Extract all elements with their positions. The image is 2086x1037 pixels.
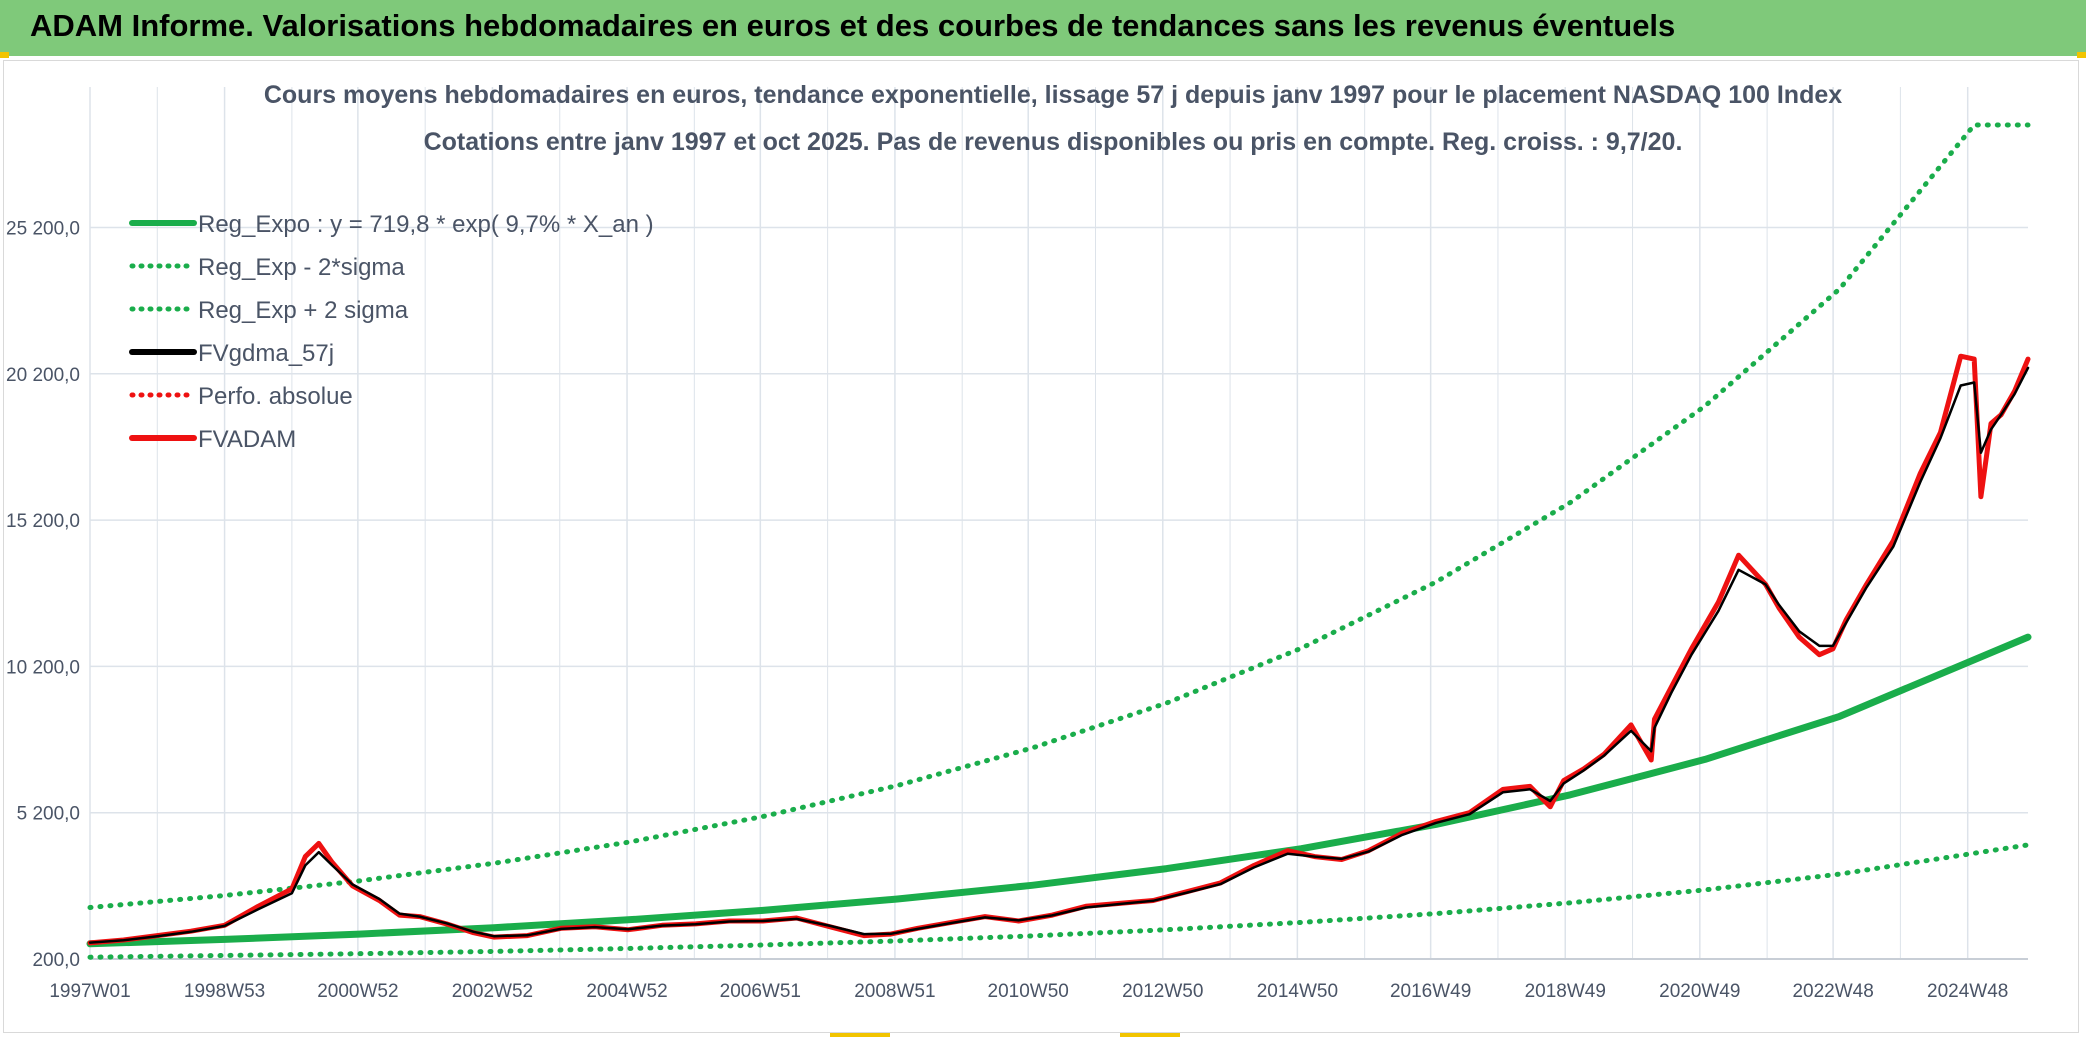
legend-label: Perfo. absolue (198, 383, 353, 410)
x-tick-label: 2020W49 (1659, 981, 1740, 1002)
x-tick-label: 2000W52 (317, 981, 398, 1002)
series-reg-exp-plus-2sigma (87, 122, 2031, 910)
legend: Reg_Expo : y = 719,8 * exp( 9,7% * X_an … (129, 211, 654, 453)
legend-label: Reg_Expo : y = 719,8 * exp( 9,7% * X_an … (198, 211, 654, 238)
series-fvadam (87, 353, 2031, 946)
chart-subtitle: Cotations entre janv 1997 et oct 2025. P… (424, 128, 1683, 156)
series-reg-exp-minus-2sigma (87, 842, 2031, 960)
x-tick-label: 1998W53 (184, 981, 265, 1002)
chart-frame: 200,0 5 200,0 10 200,0 15 200,0 20 200,0 25 2… (3, 60, 2079, 1033)
legend-label: FVgdma_57j (198, 340, 334, 367)
corner-mark-right (2077, 52, 2086, 58)
y-tick-label: 25 200,0 (6, 218, 80, 239)
x-tick-label: 2022W48 (1792, 981, 1873, 1002)
x-tick-label: 2002W52 (452, 981, 533, 1002)
x-tick-label: 2016W49 (1390, 981, 1471, 1002)
legend-label: Reg_Exp - 2*sigma (198, 254, 405, 281)
chart-title: Cours moyens hebdomadaires en euros, ten… (264, 81, 1842, 109)
series-lines (86, 122, 2032, 960)
y-tick-label: 15 200,0 (6, 511, 80, 532)
y-tick-label: 200,0 (32, 950, 80, 971)
legend-label: Reg_Exp + 2 sigma (198, 297, 409, 324)
x-tick-label: 2018W49 (1525, 981, 1606, 1002)
x-tick-label: 2010W50 (988, 981, 1069, 1002)
report-banner: ADAM Informe. Valorisations hebdomadaire… (0, 0, 2086, 56)
bottom-mark (1120, 1033, 1180, 1037)
x-tick-label: 2004W52 (586, 981, 667, 1002)
series-fvgdma-57j (88, 366, 2030, 944)
series-reg-expo (86, 633, 2032, 948)
y-tick-label: 5 200,0 (17, 804, 80, 825)
corner-mark-left (0, 52, 9, 58)
x-tick-label: 2012W50 (1122, 981, 1203, 1002)
y-axis-tick-labels: 200,0 5 200,0 10 200,0 15 200,0 20 200,0 25 2… (6, 218, 80, 971)
y-tick-label: 20 200,0 (6, 365, 80, 386)
x-tick-label: 2014W50 (1257, 981, 1338, 1002)
gridlines (89, 87, 2028, 960)
x-axis-tick-labels: 1997W01 1998W53 2000W52 2002W52 2004W52 2006W… (49, 981, 2008, 1002)
x-tick-label: 2006W51 (720, 981, 801, 1002)
bottom-mark (830, 1033, 890, 1037)
y-tick-label: 10 200,0 (6, 657, 80, 678)
legend-label: FVADAM (198, 426, 296, 453)
x-tick-label: 2024W48 (1927, 981, 2008, 1002)
x-tick-label: 1997W01 (49, 981, 130, 1002)
line-chart: 200,0 5 200,0 10 200,0 15 200,0 20 200,0 25 2… (6, 81, 2032, 1002)
x-tick-label: 2008W51 (854, 981, 935, 1002)
report-title: ADAM Informe. Valorisations hebdomadaire… (30, 8, 1676, 43)
